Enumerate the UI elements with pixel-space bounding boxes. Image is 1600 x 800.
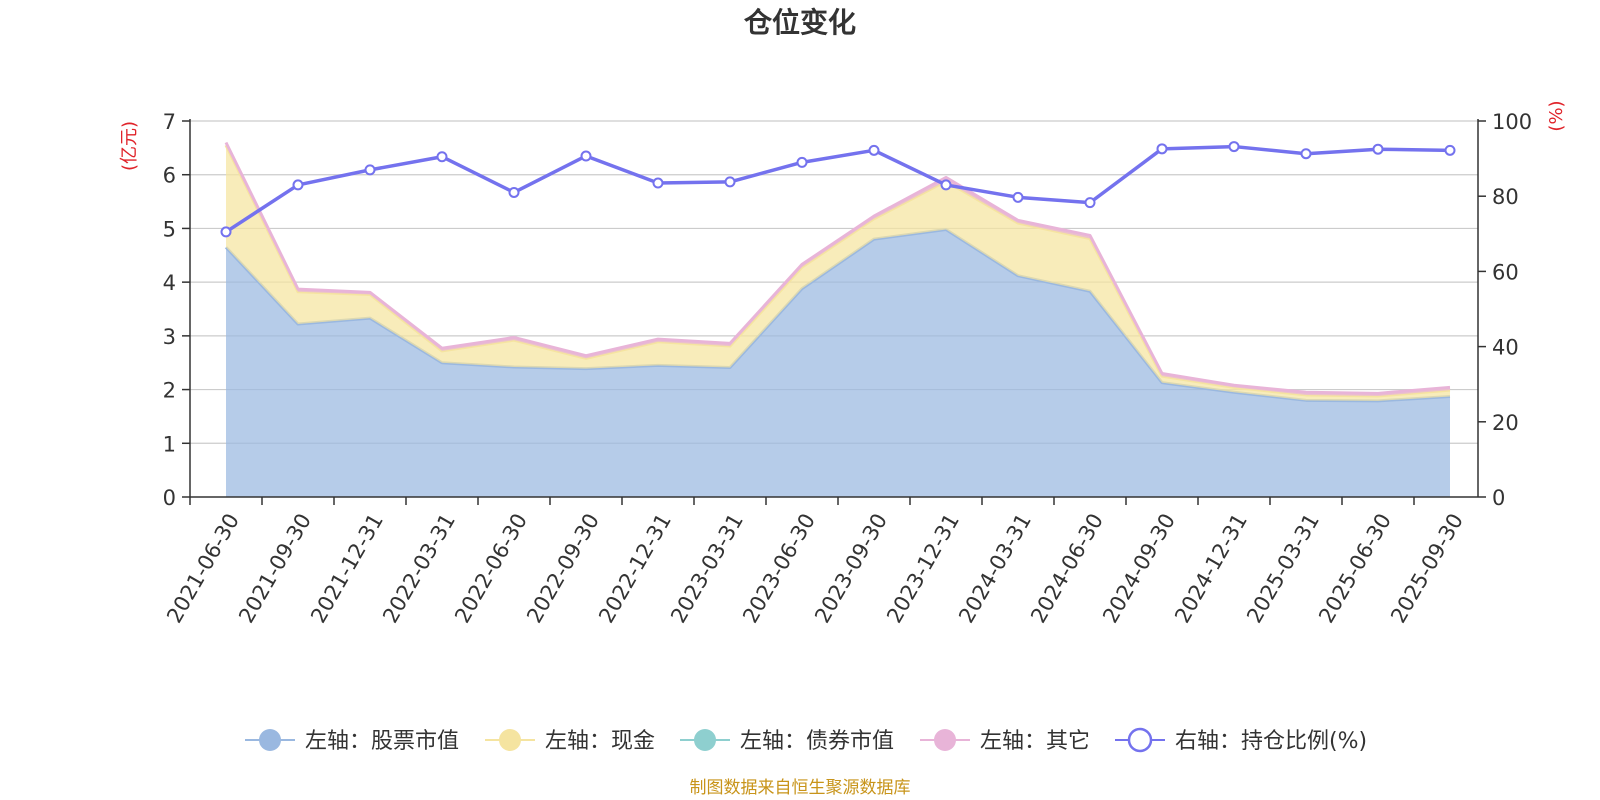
ratio-point [1228,141,1240,153]
legend-marker [259,729,281,751]
ratio-point [940,179,952,191]
ratio-line-series [220,141,1456,238]
ratio-point [1156,143,1168,155]
x-tick-label: 2025-03-31 [1242,509,1324,627]
area-line-4 [224,141,1451,395]
legend-label: 左轴：现金 [545,729,655,754]
x-tick-label: 2023-12-31 [882,509,964,627]
x-tick-label: 2025-09-30 [1386,509,1468,627]
legend-item: 右轴：持仓比例(%) [1115,727,1367,754]
area-1 [226,229,1450,497]
legend-label: 左轴：股票市值 [305,729,459,754]
x-tick-label: 2021-12-31 [306,509,388,627]
chart-title: 仓位变化 [744,6,856,39]
legend-item: 左轴：现金 [485,729,655,754]
x-tick-label: 2023-03-31 [666,509,748,627]
x-tick-label: 2023-09-30 [810,509,892,627]
legend-label: 左轴：其它 [980,729,1090,754]
ratio-point [724,176,736,188]
legend-marker [694,729,716,751]
ratio-point [1084,197,1096,209]
right-tick-label: 60 [1492,260,1519,284]
x-tick-label: 2025-06-30 [1314,509,1396,627]
x-tick-label: 2022-09-30 [522,509,604,627]
left-tick-label: 5 [163,217,176,241]
x-tick-label: 2022-03-31 [378,509,460,627]
legend-label: 右轴：持仓比例(%) [1175,729,1367,754]
legend-item: 左轴：其它 [920,729,1090,754]
legend-item: 左轴：股票市值 [245,729,459,754]
left-tick-label: 4 [163,271,176,295]
legend-marker [499,729,521,751]
ratio-point [364,164,376,176]
ratio-point [796,156,808,168]
right-tick-label: 40 [1492,336,1519,360]
ratio-point [436,151,448,163]
legend-label: 左轴：债券市值 [740,729,894,754]
ratio-point [1012,191,1024,203]
x-tick-label: 2024-06-30 [1026,509,1108,627]
right-tick-label: 0 [1492,486,1505,510]
ratio-point [1372,143,1384,155]
legend-marker [934,729,956,751]
x-tick-label: 2022-06-30 [450,509,532,627]
left-tick-label: 6 [163,164,176,188]
left-tick-label: 0 [163,486,176,510]
area-layers [224,141,1451,497]
ratio-point [580,150,592,162]
ratio-point [1444,144,1456,156]
right-axis-unit: (%) [1546,100,1567,131]
x-tick-label: 2021-09-30 [234,509,316,627]
ratio-point [220,226,232,238]
left-tick-label: 3 [163,325,176,349]
right-tick-label: 20 [1492,411,1519,435]
left-tick-label: 1 [163,432,176,456]
left-tick-label: 2 [163,379,176,403]
right-tick-label: 80 [1492,185,1519,209]
ratio-point [292,179,304,191]
left-tick-label: 7 [163,110,176,134]
x-tick-label: 2024-12-31 [1170,509,1252,627]
x-tick-label: 2024-03-31 [954,509,1036,627]
x-tick-label: 2023-06-30 [738,509,820,627]
source-note: 制图数据来自恒生聚源数据库 [690,778,911,798]
x-tick-label: 2022-12-31 [594,509,676,627]
ratio-line [225,144,1451,234]
legend-item: 左轴：债券市值 [680,729,894,754]
x-tick-label: 2024-09-30 [1098,509,1180,627]
ratio-point [652,177,664,189]
x-tick-label: 2021-06-30 [162,509,244,627]
ratio-point [508,186,520,198]
legend-marker [1127,727,1153,753]
left-axis-unit: (亿元) [119,121,140,171]
right-tick-label: 100 [1492,110,1532,134]
ratio-point [1300,148,1312,160]
ratio-point [868,144,880,156]
legend: 左轴：股票市值 左轴：现金 左轴：债券市值 左轴：其它 右轴：持仓比例(%) [245,727,1367,754]
